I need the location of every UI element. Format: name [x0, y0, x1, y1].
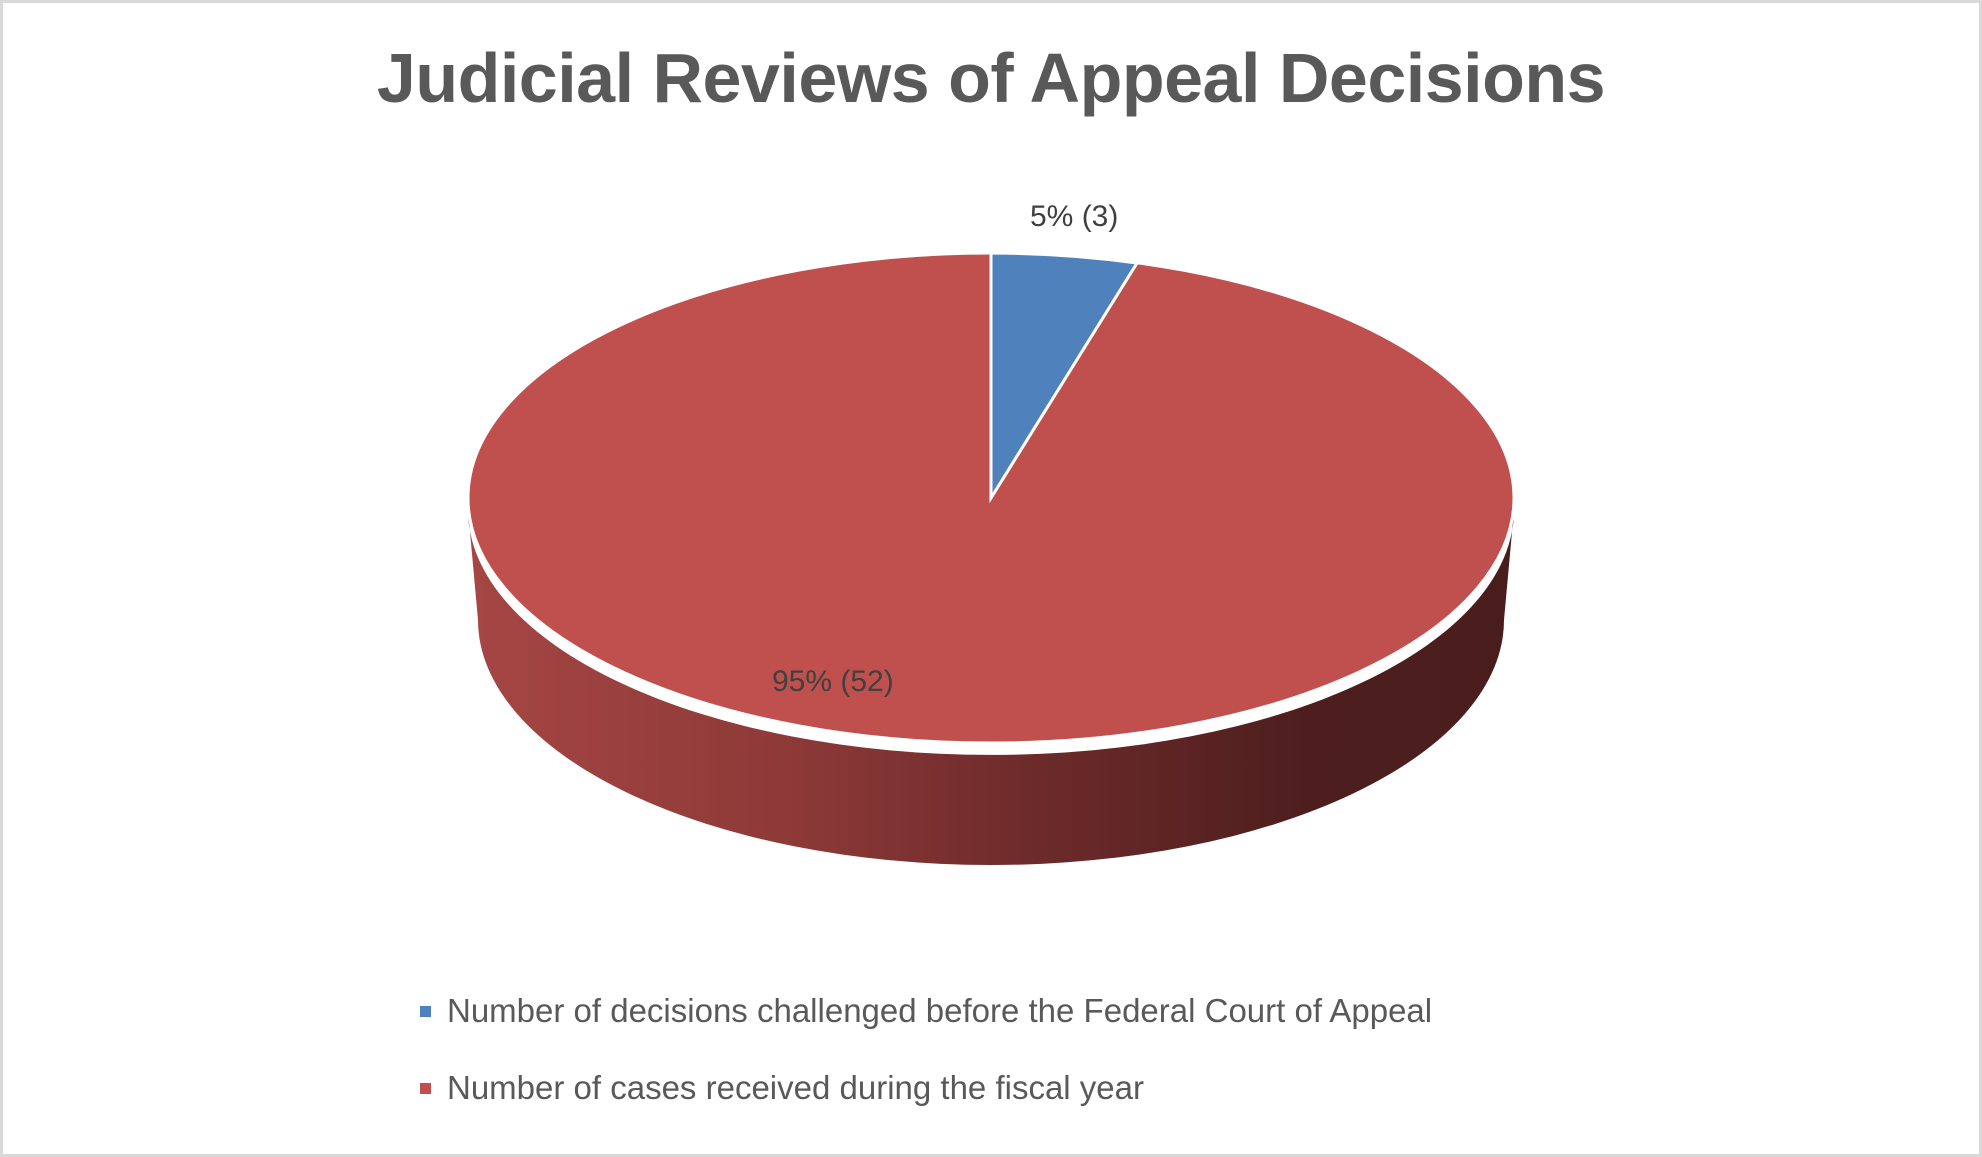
chart-legend: Number of decisions challenged before th…: [420, 992, 1432, 1146]
data-label-decisions-challenged: 5% (3): [1030, 200, 1119, 233]
legend-label: Number of decisions challenged before th…: [447, 992, 1433, 1029]
legend-label: Number of cases received during the fisc…: [447, 1069, 1144, 1106]
data-label-cases-received: 95% (52): [772, 665, 894, 698]
pie-slice-decisions-challenged[interactable]: [989, 251, 1140, 504]
legend-marker-square-icon: [420, 1082, 431, 1094]
chart-title: Judicial Reviews of Appeal Decisions: [376, 39, 1606, 117]
legend-item-decisions-challenged[interactable]: Number of decisions challenged before th…: [420, 992, 1432, 1030]
legend-item-cases-received[interactable]: Number of cases received during the fisc…: [420, 1069, 1432, 1107]
legend-marker-square-icon: [420, 1005, 431, 1017]
pie-side-wall: [468, 510, 1514, 865]
